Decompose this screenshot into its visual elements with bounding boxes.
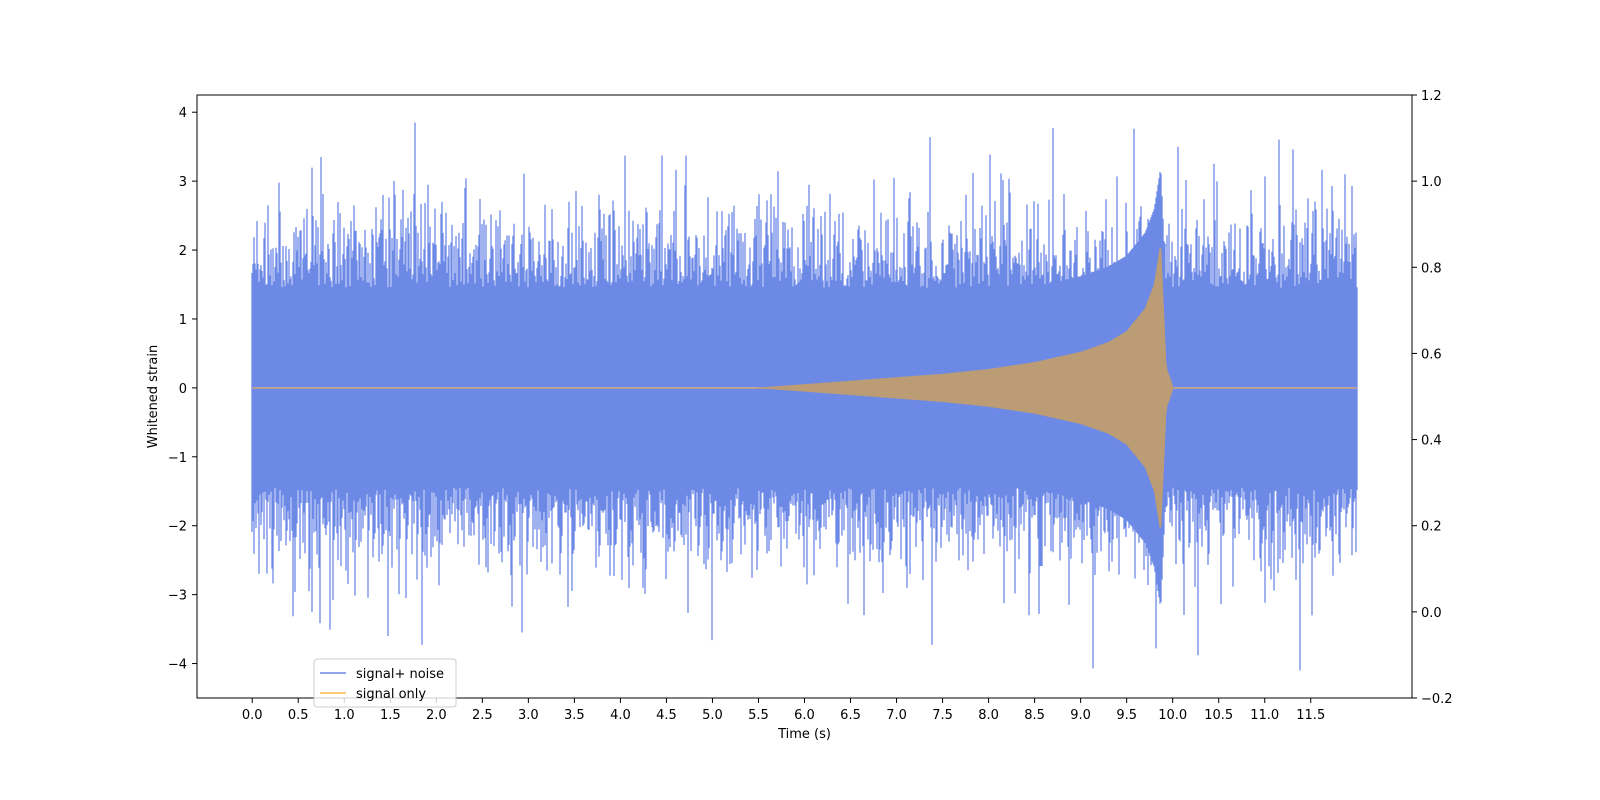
y-tick-label: 4 [179, 106, 187, 121]
y-tick-label: −2 [168, 520, 187, 535]
y-axis-right: −0.2 0.0 0.2 0.4 0.6 0.8 1.0 1.2 [1412, 89, 1453, 707]
legend: signal+ noise signal only [313, 658, 457, 708]
y-tick-label: 3 [179, 175, 187, 190]
y-axis-left: −4 −3 −2 −1 0 1 2 3 4 [168, 106, 197, 673]
y-tick-label: 2 [179, 244, 187, 259]
y-axis-label: Whitened strain [146, 345, 161, 448]
y-tick-label: −1 [168, 451, 187, 466]
y2-tick-label: 0.8 [1421, 261, 1442, 276]
y-tick-label: 1 [179, 313, 187, 328]
legend-label: signal+ noise [356, 667, 444, 682]
x-tick-label: 6.5 [840, 708, 861, 723]
y2-tick-label: 0.4 [1421, 434, 1442, 449]
y-tick-label: −4 [168, 658, 187, 673]
x-tick-label: 4.0 [610, 708, 631, 723]
x-tick-label: 9.5 [1116, 708, 1137, 723]
x-tick-label: 7.0 [886, 708, 907, 723]
y2-tick-label: 1.2 [1421, 89, 1442, 104]
y2-tick-label: 0.2 [1421, 520, 1442, 535]
series-layer [251, 122, 1358, 671]
x-tick-label: 3.5 [564, 708, 585, 723]
y2-tick-label: 0.6 [1421, 347, 1442, 362]
x-tick-label: 6.0 [794, 708, 815, 723]
x-tick-label: 2.0 [426, 708, 447, 723]
y-tick-label: −3 [168, 589, 187, 604]
x-tick-label: 5.0 [702, 708, 723, 723]
x-tick-label: 11.0 [1250, 708, 1279, 723]
x-tick-label: 1.0 [334, 708, 355, 723]
x-tick-label: 10.5 [1204, 708, 1233, 723]
y2-tick-label: 0.0 [1421, 606, 1442, 621]
x-tick-label: 5.5 [748, 708, 769, 723]
legend-box [313, 658, 457, 708]
x-tick-label: 7.5 [932, 708, 953, 723]
x-tick-label: 0.5 [288, 708, 309, 723]
x-tick-label: 9.0 [1070, 708, 1091, 723]
legend-label: signal only [356, 687, 426, 702]
series-signal-only [252, 246, 1357, 529]
x-tick-label: 1.5 [380, 708, 401, 723]
x-tick-label: 11.5 [1296, 708, 1325, 723]
x-tick-label: 10.0 [1158, 708, 1187, 723]
y2-tick-label: −0.2 [1421, 692, 1453, 707]
y2-tick-label: 1.0 [1421, 175, 1442, 190]
series-signal-only-chirp [757, 246, 1174, 529]
y-tick-label: 0 [179, 382, 187, 397]
x-tick-label: 4.5 [656, 708, 677, 723]
x-tick-label: 3.0 [518, 708, 539, 723]
x-axis-label: Time (s) [777, 727, 831, 742]
x-tick-label: 0.0 [242, 708, 263, 723]
x-axis: 0.0 0.5 1.0 1.5 2.0 2.5 3.0 3.5 4.0 4.5 5.0 5.5 6.0 6… [242, 698, 1325, 723]
x-tick-label: 2.5 [472, 708, 493, 723]
x-tick-label: 8.5 [1024, 708, 1045, 723]
x-tick-label: 8.0 [978, 708, 999, 723]
series-signal-plus-noise-line [251, 122, 1358, 671]
